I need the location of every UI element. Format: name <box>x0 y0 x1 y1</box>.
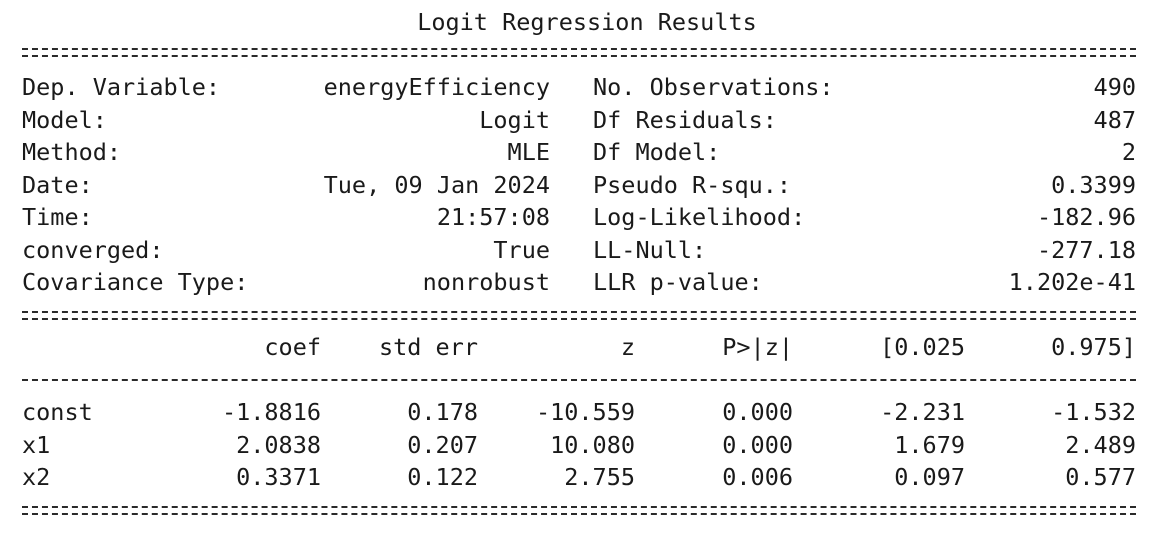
info-value: 2 <box>1121 138 1136 166</box>
info-label: LL-Null: <box>593 236 707 264</box>
info-label: Df Model: <box>593 138 721 166</box>
cell-ci-upper: 0.577 <box>1065 463 1136 491</box>
cell-p-value: 0.006 <box>722 463 793 491</box>
info-value: Logit <box>479 106 550 134</box>
info-value: True <box>493 236 550 264</box>
info-value: -182.96 <box>1036 203 1136 231</box>
info-label: Covariance Type: <box>22 268 249 296</box>
cell-ci-lower: 0.097 <box>894 463 965 491</box>
header-std-err: std err <box>378 333 478 361</box>
info-value: nonrobust <box>422 268 550 296</box>
info-label: Df Residuals: <box>593 106 777 134</box>
row-name: const <box>22 398 93 426</box>
header-ci-lower: [0.025 <box>880 333 965 361</box>
cell-ci-upper: 2.489 <box>1065 431 1136 459</box>
cell-coef: -1.8816 <box>221 398 321 426</box>
cell-p-value: 0.000 <box>722 431 793 459</box>
info-value: Tue, 09 Jan 2024 <box>323 171 550 199</box>
header-p-value: P>|z| <box>722 333 793 361</box>
header-ci-upper: 0.975] <box>1051 333 1136 361</box>
info-value: MLE <box>507 138 550 166</box>
cell-z: -10.559 <box>535 398 635 426</box>
info-value: -277.18 <box>1036 236 1136 264</box>
row-name: x1 <box>22 431 51 459</box>
cell-coef: 2.0838 <box>236 431 321 459</box>
cell-coef: 0.3371 <box>236 463 321 491</box>
cell-z: 2.755 <box>564 463 635 491</box>
info-label: Time: <box>22 203 93 231</box>
header-coef: coef <box>264 333 321 361</box>
info-label: Pseudo R-squ.: <box>593 171 792 199</box>
info-value: 487 <box>1093 106 1136 134</box>
cell-ci-lower: 1.679 <box>894 431 965 459</box>
info-value: 490 <box>1093 73 1136 101</box>
cell-std-err: 0.178 <box>407 398 478 426</box>
cell-ci-lower: -2.231 <box>880 398 965 426</box>
info-label: No. Observations: <box>593 73 834 101</box>
double-rule-middle <box>22 311 1136 320</box>
info-label: Model: <box>22 106 107 134</box>
double-rule-top <box>22 48 1136 57</box>
header-z: z <box>620 333 635 361</box>
info-value: 1.202e-41 <box>1008 268 1136 296</box>
info-value: energyEfficiency <box>323 73 550 101</box>
info-label: Log-Likelihood: <box>593 203 806 231</box>
cell-std-err: 0.207 <box>407 431 478 459</box>
info-value: 21:57:08 <box>436 203 550 231</box>
single-rule <box>22 379 1136 381</box>
info-label: Dep. Variable: <box>22 73 221 101</box>
table-title: Logit Regression Results <box>417 8 757 36</box>
info-label: Date: <box>22 171 93 199</box>
info-value: 0.3399 <box>1051 171 1136 199</box>
cell-z: 10.080 <box>550 431 635 459</box>
cell-std-err: 0.122 <box>407 463 478 491</box>
cell-p-value: 0.000 <box>722 398 793 426</box>
info-label: LLR p-value: <box>593 268 763 296</box>
row-name: x2 <box>22 463 51 491</box>
double-rule-bottom <box>22 506 1136 515</box>
info-label: converged: <box>22 236 164 264</box>
info-label: Method: <box>22 138 122 166</box>
cell-ci-upper: -1.532 <box>1051 398 1136 426</box>
